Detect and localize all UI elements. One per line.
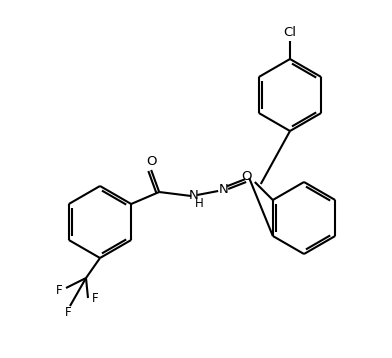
Text: O: O [146, 155, 156, 168]
Text: F: F [92, 292, 98, 305]
Text: N: N [218, 183, 228, 195]
Text: H: H [195, 197, 203, 209]
Text: F: F [56, 284, 62, 296]
Text: F: F [65, 306, 71, 319]
Text: N: N [188, 189, 198, 202]
Text: O: O [241, 169, 252, 183]
Text: Cl: Cl [283, 25, 296, 39]
